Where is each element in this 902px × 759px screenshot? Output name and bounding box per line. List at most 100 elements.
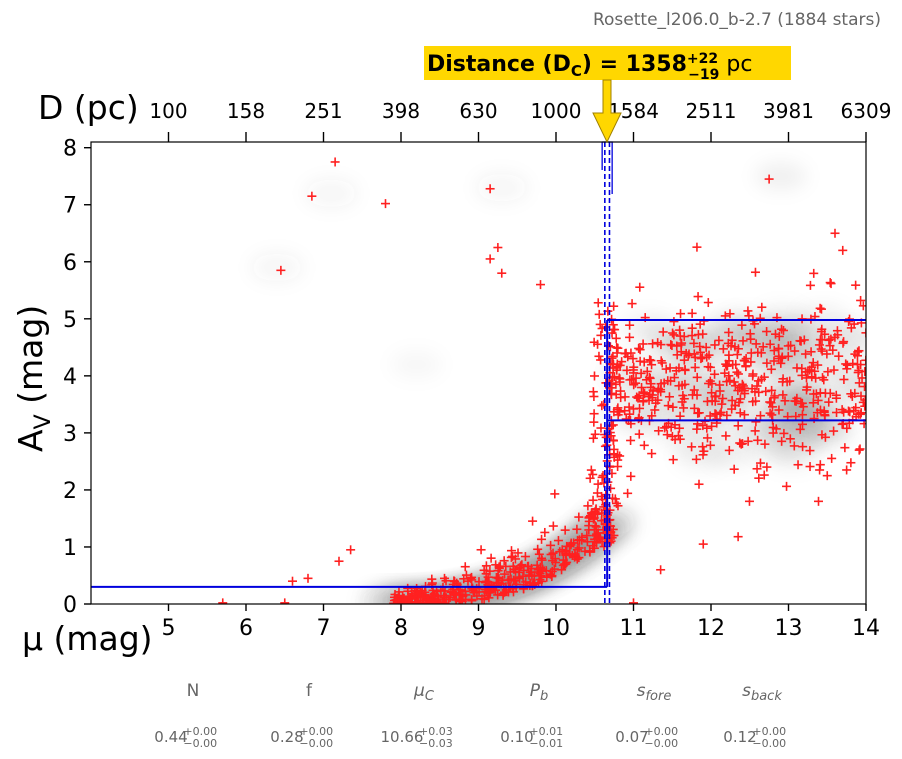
y-tick-label: 5 <box>63 308 77 333</box>
top-tick-label: 100 <box>149 99 187 123</box>
star-marker <box>636 368 646 378</box>
star-marker <box>450 589 460 599</box>
star-marker <box>588 469 598 479</box>
star-marker <box>589 392 599 402</box>
star-marker <box>561 550 571 560</box>
star-marker <box>574 543 584 553</box>
star-marker <box>805 365 815 375</box>
star-marker <box>689 385 699 395</box>
star-marker <box>675 411 685 421</box>
star-marker <box>797 398 807 408</box>
star-marker <box>596 330 606 340</box>
fit-parameter-5: sfore 0.07+0.00−0.00 <box>615 681 678 750</box>
star-marker <box>762 358 772 368</box>
star-marker <box>590 534 600 544</box>
star-marker <box>819 407 829 417</box>
star-marker <box>782 481 792 491</box>
star-marker <box>555 547 565 557</box>
star-marker <box>751 417 761 427</box>
star-marker <box>860 401 866 411</box>
star-marker <box>817 430 827 440</box>
top-tick-label: 2511 <box>686 99 737 123</box>
star-marker <box>839 375 849 385</box>
star-marker <box>589 371 599 381</box>
star-marker <box>637 382 647 392</box>
star-marker <box>822 349 832 359</box>
star-marker <box>846 458 856 468</box>
star-marker <box>681 348 691 358</box>
star-marker <box>615 451 625 461</box>
star-marker <box>562 541 572 551</box>
fit-parameter-4: Pb 0.10+0.01−0.01 <box>500 681 563 750</box>
star-marker <box>679 403 689 413</box>
star-marker <box>860 382 866 392</box>
fit-parameter-minus: −0.00 <box>752 737 786 750</box>
star-marker <box>733 421 743 431</box>
star-marker <box>653 395 663 405</box>
star-marker <box>566 540 576 550</box>
star-marker <box>817 346 827 356</box>
y-tick-label: 2 <box>63 479 77 504</box>
star-marker <box>466 595 476 604</box>
star-marker <box>666 340 676 350</box>
distance-posterior-histogram <box>601 141 613 194</box>
star-marker <box>698 421 708 431</box>
x-tick-label: 11 <box>620 616 648 641</box>
star-marker <box>625 409 635 419</box>
star-marker <box>646 379 656 389</box>
star-marker <box>676 309 686 319</box>
star-marker <box>750 426 760 436</box>
star-marker <box>514 563 524 573</box>
star-marker <box>573 535 583 545</box>
star-marker <box>595 533 605 543</box>
star-marker <box>687 323 697 333</box>
star-marker <box>853 409 863 419</box>
star-marker <box>650 405 660 415</box>
star-marker <box>613 501 623 511</box>
star-marker <box>632 392 642 402</box>
x-tick-label: 8 <box>394 616 408 641</box>
star-marker <box>481 586 491 596</box>
star-marker <box>533 578 543 588</box>
star-marker <box>855 444 865 454</box>
star-marker <box>779 428 789 438</box>
chart-title: Rosette_l206.0_b-2.7 (1884 stars) <box>593 10 881 30</box>
star-marker <box>805 280 815 290</box>
star-marker <box>777 324 787 334</box>
star-marker <box>628 404 638 414</box>
star-marker <box>597 401 607 411</box>
star-marker <box>683 351 693 361</box>
star-marker <box>656 356 666 366</box>
star-marker-outlier <box>838 245 848 255</box>
star-marker <box>780 396 790 406</box>
star-marker <box>625 332 635 342</box>
star-marker <box>808 358 818 368</box>
star-marker <box>786 340 796 350</box>
star-marker <box>785 434 795 444</box>
star-marker <box>634 429 644 439</box>
fit-parameter-name: μC <box>413 681 435 704</box>
star-marker <box>537 555 547 565</box>
star-marker <box>729 377 739 387</box>
fit-parameter-plus: +0.00 <box>183 725 217 738</box>
star-marker <box>730 342 740 352</box>
star-marker <box>612 365 622 375</box>
star-marker <box>656 379 666 389</box>
y-tick-label: 8 <box>63 137 77 162</box>
star-marker-outlier <box>485 184 495 194</box>
star-marker <box>639 357 649 367</box>
y-tick-label: 0 <box>63 593 77 618</box>
star-marker <box>694 479 704 489</box>
star-marker <box>762 462 772 472</box>
star-marker <box>693 408 703 418</box>
star-marker <box>851 280 861 290</box>
x-tick-label: 5 <box>162 616 176 641</box>
distance-annotation-text: Distance (DC) = 1358+22 −19 pc <box>427 51 752 83</box>
star-marker <box>776 358 786 368</box>
star-marker <box>748 371 758 381</box>
distance-annotation-box <box>424 46 791 80</box>
star-marker <box>672 350 682 360</box>
star-marker <box>860 367 866 377</box>
star-marker <box>615 374 625 384</box>
star-marker <box>819 375 829 385</box>
